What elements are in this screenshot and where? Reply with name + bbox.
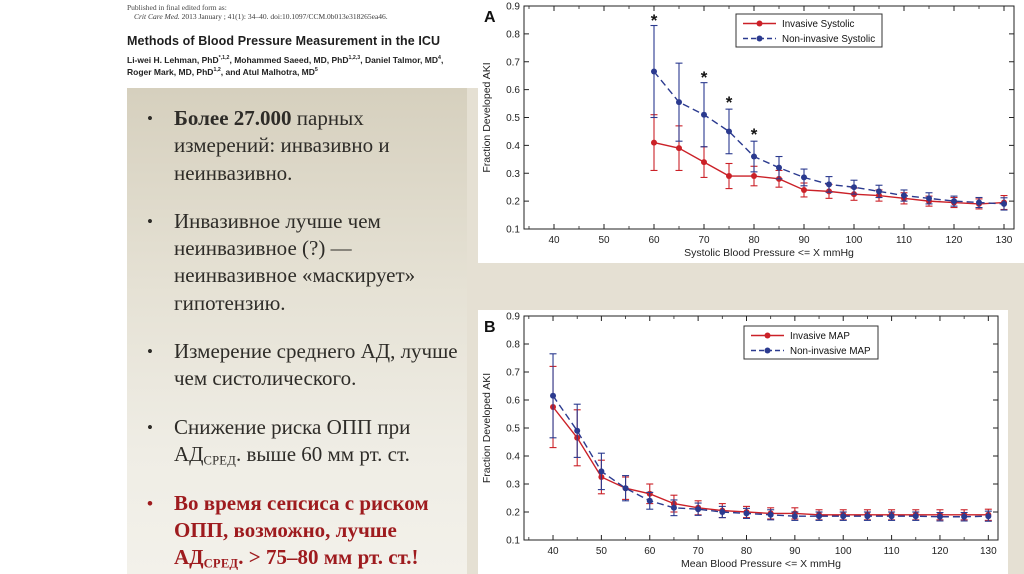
bullet-text: Инвазивное лучше чем неинвазивное (?) — … — [174, 208, 416, 315]
figure-panel: A 40 50 60 70 80 90 100 110 120 130 0.1 0.2 0.3 0.4 0.5… — [467, 0, 1024, 574]
svg-text:0.8: 0.8 — [506, 340, 520, 351]
svg-text:40: 40 — [547, 546, 559, 557]
svg-text:100: 100 — [835, 546, 852, 557]
svg-text:Systolic Blood Pressure <= X m: Systolic Blood Pressure <= X mmHg — [684, 247, 854, 259]
svg-text:*: * — [751, 125, 758, 144]
svg-text:0.4: 0.4 — [506, 141, 520, 152]
svg-text:50: 50 — [598, 235, 610, 246]
citation-journal: Crit Care Med. — [134, 12, 180, 21]
svg-text:90: 90 — [789, 546, 801, 557]
svg-text:B: B — [484, 319, 496, 336]
svg-text:70: 70 — [693, 546, 705, 557]
svg-text:80: 80 — [748, 235, 760, 246]
chart-b-map: B 40 50 60 70 80 90 100 110 120 130 0.1 0.2 0.3 0.4 0.5… — [478, 310, 1008, 574]
chart-a-systolic: A 40 50 60 70 80 90 100 110 120 130 0.1 0.2 0.3 0.4 0.5… — [478, 0, 1024, 263]
svg-text:120: 120 — [932, 546, 949, 557]
svg-text:Fraction Developed AKI: Fraction Developed AKI — [481, 373, 493, 483]
svg-text:*: * — [651, 11, 658, 30]
svg-text:0.4: 0.4 — [506, 452, 520, 463]
svg-text:0.3: 0.3 — [506, 169, 520, 180]
bullet-item: • Более 27.000 парных измерений: инвазивн… — [147, 105, 459, 187]
svg-text:0.2: 0.2 — [506, 197, 520, 208]
bullet-item: • Снижение риска ОПП при АДСРЕД. выше 60 … — [147, 414, 459, 469]
citation-line: Crit Care Med. 2013 January ; 41(1): 34–… — [134, 12, 468, 21]
bullet-panel: • Более 27.000 парных измерений: инвазивн… — [127, 88, 467, 574]
svg-text:90: 90 — [798, 235, 810, 246]
chart-b-svg: B 40 50 60 70 80 90 100 110 120 130 0.1 0.2 0.3 0.4 0.5… — [478, 310, 1008, 574]
svg-text:0.3: 0.3 — [506, 480, 520, 491]
svg-text:0.5: 0.5 — [506, 113, 520, 124]
svg-text:110: 110 — [896, 235, 912, 246]
bullet-marker: • — [147, 417, 153, 437]
published-line: Published in final edited form as: — [127, 3, 227, 12]
bullet-marker: • — [147, 493, 153, 513]
svg-text:0.7: 0.7 — [506, 57, 520, 68]
svg-text:0.2: 0.2 — [506, 508, 520, 519]
citation-rest: 2013 January ; 41(1): 34–40. doi:10.1097… — [179, 12, 388, 21]
svg-text:0.5: 0.5 — [506, 424, 520, 435]
bullet-marker: • — [147, 109, 153, 128]
paper-authors: Li-wei H. Lehman, PhD*,1,2, Mohammed Sae… — [127, 55, 444, 77]
svg-text:60: 60 — [644, 546, 656, 557]
svg-text:0.1: 0.1 — [506, 225, 520, 236]
paper-title: Methods of Blood Pressure Measurement in… — [127, 34, 441, 48]
svg-text:A: A — [484, 9, 496, 26]
svg-text:0.7: 0.7 — [506, 368, 520, 379]
svg-text:70: 70 — [698, 235, 710, 246]
svg-text:80: 80 — [741, 546, 753, 557]
svg-text:Fraction Developed AKI: Fraction Developed AKI — [481, 62, 493, 172]
svg-text:60: 60 — [648, 235, 660, 246]
svg-text:110: 110 — [884, 546, 900, 557]
svg-text:0.6: 0.6 — [506, 85, 520, 96]
svg-text:130: 130 — [996, 235, 1013, 246]
svg-text:0.1: 0.1 — [506, 536, 520, 547]
svg-text:120: 120 — [946, 235, 963, 246]
svg-text:0.8: 0.8 — [506, 29, 520, 40]
svg-text:0.9: 0.9 — [506, 2, 520, 13]
bullet-marker: • — [147, 342, 153, 362]
paper-citation-block: Published in final edited form as: Crit … — [127, 3, 468, 79]
svg-text:130: 130 — [980, 546, 997, 557]
bullet-text: Более 27.000 парных измерений: инвазивно… — [174, 106, 390, 185]
bullet-marker: • — [147, 211, 153, 231]
svg-text:Invasive MAP: Invasive MAP — [790, 331, 850, 342]
bullet-list: • Более 27.000 парных измерений: инвазивн… — [127, 88, 467, 572]
svg-text:Non-invasive MAP: Non-invasive MAP — [790, 346, 871, 357]
chart-a-svg: A 40 50 60 70 80 90 100 110 120 130 0.1 0.2 0.3 0.4 0.5… — [478, 0, 1024, 263]
svg-text:*: * — [701, 68, 708, 87]
svg-text:0.6: 0.6 — [506, 396, 520, 407]
svg-text:0.9: 0.9 — [506, 312, 520, 323]
bullet-item: • Инвазивное лучше чем неинвазивное (?) —… — [147, 208, 459, 317]
svg-text:Invasive Systolic: Invasive Systolic — [782, 19, 855, 30]
bullet-item: • Во время сепсиса с риском ОПП, возможно… — [147, 490, 459, 572]
svg-text:*: * — [726, 93, 733, 112]
figure-left-margin — [467, 88, 478, 574]
svg-text:Non-invasive Systolic: Non-invasive Systolic — [782, 34, 875, 45]
bullet-item: • Измерение среднего АД, лучше чем систол… — [147, 338, 459, 393]
figure-gap-band — [467, 263, 1024, 310]
bullet-text: Во время сепсиса с риском ОПП, возможно,… — [174, 490, 429, 571]
bullet-text: Снижение риска ОПП при АДСРЕД. выше 60 м… — [174, 414, 411, 468]
svg-text:Mean Blood Pressure <= X mmHg: Mean Blood Pressure <= X mmHg — [681, 558, 841, 570]
svg-text:50: 50 — [596, 546, 608, 557]
svg-text:100: 100 — [846, 235, 863, 246]
svg-text:40: 40 — [548, 235, 560, 246]
bullet-text: Измерение среднего АД, лучше чем систоли… — [174, 339, 458, 391]
figure-right-margin — [1008, 310, 1024, 574]
